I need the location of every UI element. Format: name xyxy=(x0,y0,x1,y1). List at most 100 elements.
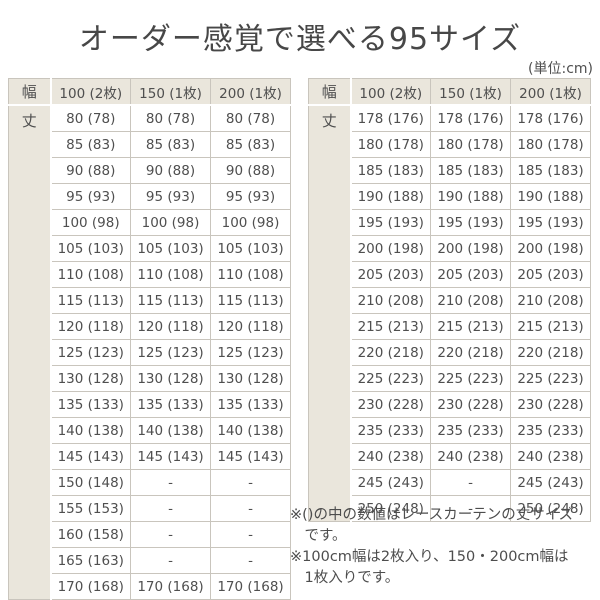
table-row: 95 (93) 95 (93) 95 (93) xyxy=(9,183,291,210)
size-cell: 178 (176) xyxy=(350,104,431,132)
width-axis-label: 幅 xyxy=(308,78,352,106)
size-cell: 220 (218) xyxy=(350,339,431,366)
size-cell: 80 (78) xyxy=(130,104,211,132)
size-cell: 235 (233) xyxy=(510,417,591,444)
size-cell: 245 (243) xyxy=(350,469,431,496)
size-cell: 145 (143) xyxy=(50,443,131,470)
table-row: 195 (193) 195 (193) 195 (193) xyxy=(309,209,591,236)
size-cell: 120 (118) xyxy=(50,313,131,340)
size-cell: 90 (88) xyxy=(130,157,211,184)
table-row: 240 (238) 240 (238) 240 (238) xyxy=(309,443,591,470)
table-row: 丈 178 (176) 178 (176) 178 (176) xyxy=(308,104,591,522)
size-cell: 165 (163) xyxy=(50,547,131,574)
size-cell: 135 (133) xyxy=(130,391,211,418)
table-row: 90 (88) 90 (88) 90 (88) xyxy=(9,157,291,184)
size-cell: 200 (198) xyxy=(350,235,431,262)
table-row: 235 (233) 235 (233) 235 (233) xyxy=(309,417,591,444)
size-cell: - xyxy=(130,521,211,548)
size-cell: - xyxy=(210,547,291,574)
size-cell: 200 (198) xyxy=(510,235,591,262)
size-cell: 150 (148) xyxy=(50,469,131,496)
size-cell: 185 (183) xyxy=(430,157,511,184)
size-cell: 145 (143) xyxy=(130,443,211,470)
size-cell: 105 (103) xyxy=(210,235,291,262)
page-title: オーダー感覚で選べる95サイズ xyxy=(78,22,522,57)
size-cell: 85 (83) xyxy=(130,131,211,158)
size-cell: 110 (108) xyxy=(50,261,131,288)
size-cell: 215 (213) xyxy=(350,313,431,340)
size-cell: 225 (223) xyxy=(430,365,511,392)
size-cell: 85 (83) xyxy=(50,131,131,158)
size-cell: 225 (223) xyxy=(350,365,431,392)
size-cell: 135 (133) xyxy=(50,391,131,418)
table-row: 185 (183) 185 (183) 185 (183) xyxy=(309,157,591,184)
size-table-long-lengths: 幅 100 (2枚) 150 (1枚) 200 (1枚) 丈 178 (176) 1… xyxy=(308,78,591,522)
size-cell: 240 (238) xyxy=(350,443,431,470)
size-cell: 210 (208) xyxy=(430,287,511,314)
size-cell: 100 (98) xyxy=(130,209,211,236)
size-cell: 110 (108) xyxy=(210,261,291,288)
size-cell: 210 (208) xyxy=(350,287,431,314)
size-cell: 140 (138) xyxy=(210,417,291,444)
size-cell: 95 (93) xyxy=(130,183,211,210)
footnote-panel-count: ※100cm幅は2枚入り、150・200cm幅は 1枚入りです。 xyxy=(290,549,569,586)
size-cell: 130 (128) xyxy=(50,365,131,392)
size-cell: 80 (78) xyxy=(50,104,131,132)
size-cell: 120 (118) xyxy=(130,313,211,340)
table-row: 220 (218) 220 (218) 220 (218) xyxy=(309,339,591,366)
table-row: 205 (203) 205 (203) 205 (203) xyxy=(309,261,591,288)
size-cell: 140 (138) xyxy=(130,417,211,444)
size-cell: 195 (193) xyxy=(510,209,591,236)
footnote-lace-length: ※()の中の数値はレースカーテンの丈サイズ です。 xyxy=(290,507,574,544)
size-cell: 240 (238) xyxy=(510,443,591,470)
size-cell: 190 (188) xyxy=(510,183,591,210)
size-cell: - xyxy=(130,469,211,496)
table-row: 155 (153) - - xyxy=(9,495,291,522)
size-cell: 180 (178) xyxy=(510,131,591,158)
table-row: 105 (103) 105 (103) 105 (103) xyxy=(9,235,291,262)
size-cell: 210 (208) xyxy=(510,287,591,314)
size-cell: 180 (178) xyxy=(430,131,511,158)
table-row: 100 (98) 100 (98) 100 (98) xyxy=(9,209,291,236)
size-cell: 178 (176) xyxy=(430,104,511,132)
length-axis-label: 丈 xyxy=(8,104,52,600)
table-row: 180 (178) 180 (178) 180 (178) xyxy=(309,131,591,158)
size-cell: 90 (88) xyxy=(50,157,131,184)
size-cell: 170 (168) xyxy=(50,573,131,600)
table-row: 135 (133) 135 (133) 135 (133) xyxy=(9,391,291,418)
table-row: 125 (123) 125 (123) 125 (123) xyxy=(9,339,291,366)
unit-note: (単位:cm) xyxy=(528,61,593,77)
size-cell: 220 (218) xyxy=(510,339,591,366)
table-row: 170 (168) 170 (168) 170 (168) xyxy=(9,573,291,600)
table-row: 230 (228) 230 (228) 230 (228) xyxy=(309,391,591,418)
size-cell: 170 (168) xyxy=(210,573,291,600)
size-cell: 140 (138) xyxy=(50,417,131,444)
size-cell: 195 (193) xyxy=(430,209,511,236)
size-table-short-lengths: 幅 100 (2枚) 150 (1枚) 200 (1枚) 丈 80 (78) 80 … xyxy=(8,78,291,600)
header-row: 幅 100 (2枚) 150 (1枚) 200 (1枚) xyxy=(308,78,591,106)
size-cell: 100 (98) xyxy=(50,209,131,236)
size-cell: 80 (78) xyxy=(210,104,291,132)
table-row: 150 (148) - - xyxy=(9,469,291,496)
column-header: 200 (1枚) xyxy=(510,78,591,106)
size-cell: 185 (183) xyxy=(510,157,591,184)
size-cell: 220 (218) xyxy=(430,339,511,366)
size-cell: 230 (228) xyxy=(510,391,591,418)
size-cell: 105 (103) xyxy=(130,235,211,262)
size-cell: 180 (178) xyxy=(350,131,431,158)
size-cell: 190 (188) xyxy=(350,183,431,210)
table-row: 215 (213) 215 (213) 215 (213) xyxy=(309,313,591,340)
size-cell: 245 (243) xyxy=(510,469,591,496)
size-cell: 110 (108) xyxy=(130,261,211,288)
size-cell: 155 (153) xyxy=(50,495,131,522)
size-cell: 250 (248) xyxy=(350,495,431,522)
size-cell: 90 (88) xyxy=(210,157,291,184)
size-cell: 115 (113) xyxy=(210,287,291,314)
size-cell: 95 (93) xyxy=(210,183,291,210)
size-cell: 95 (93) xyxy=(50,183,131,210)
size-cell: - xyxy=(430,469,511,496)
table-row: 200 (198) 200 (198) 200 (198) xyxy=(309,235,591,262)
size-cell: 205 (203) xyxy=(430,261,511,288)
size-cell: 135 (133) xyxy=(210,391,291,418)
